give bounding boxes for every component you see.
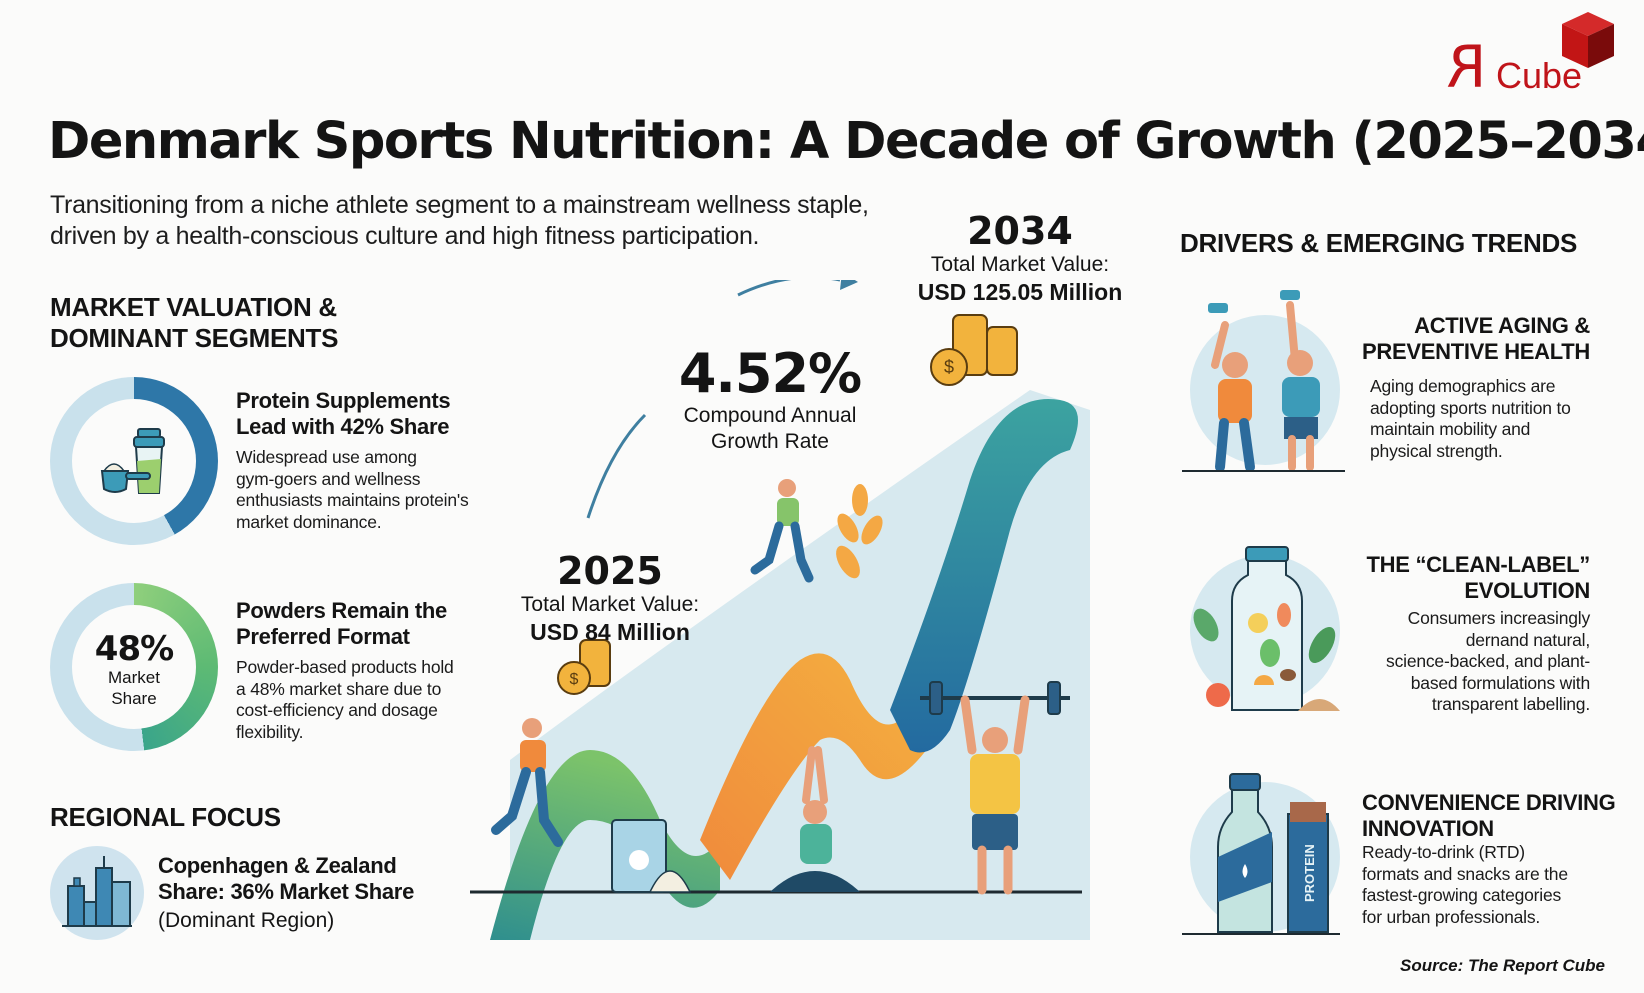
regional-note: (Dominant Region) — [158, 909, 335, 932]
convenience-illustration: PROTEIN — [1180, 772, 1350, 937]
title-line: Preferred Format — [236, 624, 410, 649]
subtitle-line: Transitioning from a niche athlete segme… — [50, 191, 869, 219]
start-year-block: 2025 Total Market Value: USD 84 Million — [480, 550, 740, 646]
end-value-label: Total Market Value: — [930, 253, 1110, 276]
body-line: maintain mobility and — [1370, 419, 1531, 439]
logo-text: Cube — [1496, 55, 1583, 96]
report-cube-logo: R Cube — [1440, 10, 1630, 101]
body-line: market dominance. — [236, 511, 382, 532]
title-line: Protein Supplements — [236, 388, 451, 413]
svg-text:PROTEIN: PROTEIN — [1302, 844, 1317, 902]
body-line: Widespread use among — [236, 447, 417, 467]
title-line: Lead with 42% Share — [236, 414, 450, 439]
protein-shaker-icon — [100, 428, 165, 494]
body-line: gym-goers and wellness — [236, 468, 421, 489]
body-line: science-backed, and plant- — [1386, 651, 1590, 671]
end-year: 2034 — [967, 209, 1073, 253]
cagr-block: 4.52% Compound Annual Growth Rate — [640, 345, 900, 455]
body-line: based formulations with — [1410, 672, 1590, 693]
start-year: 2025 — [557, 549, 663, 593]
cagr-label: Compound Annual — [683, 404, 857, 427]
trend-title: PREVENTIVE HEALTH — [1362, 339, 1590, 364]
regional-title: Copenhagen & Zealand Share: 36% Market S… — [158, 853, 414, 905]
svg-text:$: $ — [570, 671, 579, 688]
body-line: Ready-to-drink (RTD) — [1362, 842, 1525, 862]
powder-share-value: 48% — [94, 629, 174, 669]
title-line: Powders Remain the — [236, 598, 447, 623]
end-value: USD 125.05 Million — [917, 279, 1123, 305]
body-line: a 48% market share due to — [236, 678, 442, 699]
end-year-block: 2034 Total Market Value: USD 125.05 Mill… — [870, 210, 1170, 306]
trend-convenience-body: Ready-to-drink (RTD) formats and snacks … — [1362, 842, 1622, 928]
start-value: USD 84 Million — [530, 619, 690, 645]
body-line: cost-efficiency and dosage — [236, 700, 438, 720]
trend-title: ACTIVE AGING & — [1414, 313, 1590, 338]
heading-line: MARKET VALUATION & — [50, 292, 337, 322]
page-subtitle: Transitioning from a niche athlete segme… — [50, 190, 930, 252]
body-line: for urban professionals. — [1362, 906, 1541, 927]
cagr-label: Growth Rate — [711, 430, 829, 453]
title-line: Share: 36% Market Share — [158, 879, 415, 904]
market-valuation-heading: MARKET VALUATION & DOMINANT SEGMENTS — [50, 292, 338, 354]
body-line: Aging demographics are — [1370, 376, 1556, 396]
protein-share-ring — [50, 377, 218, 545]
title-line: Copenhagen & Zealand — [158, 853, 397, 878]
trend-title: THE “CLEAN-LABEL” — [1366, 552, 1591, 577]
body-line: Consumers increasingly — [1407, 608, 1591, 628]
body-line: formats and snacks are the — [1362, 863, 1568, 884]
trend-title: EVOLUTION — [1464, 578, 1590, 603]
powder-body: Powder-based products hold a 48% market … — [236, 657, 454, 743]
protein-body: Widespread use among gym-goers and welln… — [236, 447, 469, 533]
source-credit: Source: The Report Cube — [1400, 956, 1605, 975]
clean-label-illustration — [1180, 545, 1350, 715]
logo-r-glyph: R — [1446, 33, 1487, 101]
trend-title: CONVENIENCE DRIVING — [1362, 790, 1616, 815]
active-aging-illustration — [1180, 285, 1350, 475]
protein-title: Protein Supplements Lead with 42% Share — [236, 388, 451, 440]
body-line: adopting sports nutrition to — [1370, 397, 1571, 418]
body-line: transparent labelling. — [1431, 694, 1590, 714]
coins-icon: $ — [557, 639, 611, 695]
subtitle-line: driven by a health-conscious culture and… — [50, 222, 760, 250]
body-line: fastest-growing categories — [1362, 885, 1562, 905]
trend-title: INNOVATION — [1362, 816, 1494, 841]
svg-text:$: $ — [944, 357, 954, 377]
heading-line: DOMINANT SEGMENTS — [50, 323, 339, 353]
powder-title: Powders Remain the Preferred Format — [236, 598, 447, 650]
body-line: flexibility. — [236, 721, 304, 742]
trend-convenience: CONVENIENCE DRIVING INNOVATION — [1362, 790, 1632, 842]
drivers-heading: DRIVERS & EMERGING TRENDS — [1180, 228, 1577, 258]
trend-active-aging-body: Aging demographics are adopting sports n… — [1370, 376, 1610, 462]
start-value-label: Total Market Value: — [520, 593, 700, 616]
cube-icon — [1562, 12, 1614, 68]
cagr-value: 4.52% — [678, 342, 862, 405]
body-line: Powder-based products hold — [236, 657, 454, 677]
share-label: Market — [108, 668, 160, 687]
page-title: Denmark Sports Nutrition: A Decade of Gr… — [48, 112, 1644, 171]
trend-clean-label-body: Consumers increasingly dernand natural, … — [1330, 608, 1590, 716]
body-line: physical strength. — [1370, 440, 1503, 461]
powder-share-ring: 48% Market Share — [50, 583, 218, 751]
trend-active-aging: ACTIVE AGING & PREVENTIVE HEALTH — [1320, 313, 1590, 365]
body-line: dernand natural, — [1465, 629, 1590, 650]
growth-wave-illustration: $ $ — [470, 280, 1090, 940]
city-skyline-icon — [50, 846, 144, 940]
share-label: Share — [111, 689, 157, 708]
body-line: enthusiasts maintains protein's — [236, 490, 469, 510]
regional-focus-heading: REGIONAL FOCUS — [50, 802, 281, 832]
trend-clean-label: THE “CLEAN-LABEL” EVOLUTION — [1320, 552, 1591, 604]
